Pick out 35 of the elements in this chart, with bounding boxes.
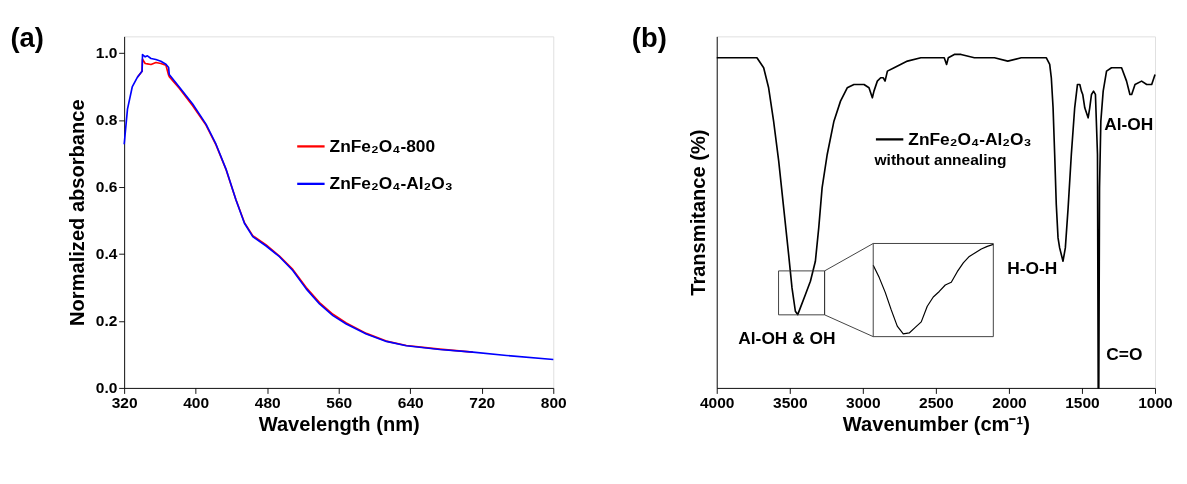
legend-label: ZnFe₂O₄-Al₂O₃ [908, 128, 1032, 149]
x-axis-title: Wavenumber (cm⁻¹) [842, 413, 1030, 436]
annotation: Al-OH & OH [738, 328, 836, 349]
legend-label: ZnFe₂O₄-800 [329, 135, 436, 156]
annotation: C=O [1106, 344, 1143, 365]
y-axis-title: Normalized absorbance [65, 99, 88, 326]
x-tick-label: 480 [254, 393, 281, 411]
x-axis-title: Wavelength (nm) [258, 413, 420, 436]
y-axis-title: Transmitance (%) [687, 129, 710, 296]
x-tick-label: 400 [183, 393, 210, 411]
annotation: H-O-H [1007, 257, 1058, 278]
line-series [123, 53, 555, 361]
x-tick-label: 800 [540, 393, 567, 411]
x-tick-label: 4000 [699, 393, 735, 411]
x-tick-label: 1500 [1065, 393, 1100, 411]
chart-title: (a) [10, 22, 44, 54]
legend-label: ZnFe₂O₄-Al₂O₃ [329, 173, 453, 194]
x-tick-label: 640 [397, 393, 424, 411]
x-tick-label: 320 [111, 393, 138, 411]
x-tick-label: 2500 [919, 393, 954, 411]
y-tick-label: 0.4 [95, 245, 118, 263]
annotation: Al-OH [1104, 113, 1154, 134]
annotation: without annealing [873, 151, 1007, 169]
y-tick-label: 0.0 [95, 378, 118, 396]
y-tick-label: 0.6 [95, 178, 118, 196]
y-tick-label: 0.2 [95, 312, 118, 330]
x-tick-label: 560 [326, 393, 353, 411]
chart-title: (b) [631, 22, 667, 54]
y-tick-label: 1.0 [95, 44, 118, 62]
y-tick-label: 0.8 [95, 111, 118, 129]
x-tick-label: 3000 [846, 393, 881, 411]
x-tick-label: 3500 [773, 393, 808, 411]
x-tick-label: 720 [469, 393, 496, 411]
x-tick-label: 2000 [992, 393, 1027, 411]
x-tick-label: 1000 [1138, 393, 1173, 411]
